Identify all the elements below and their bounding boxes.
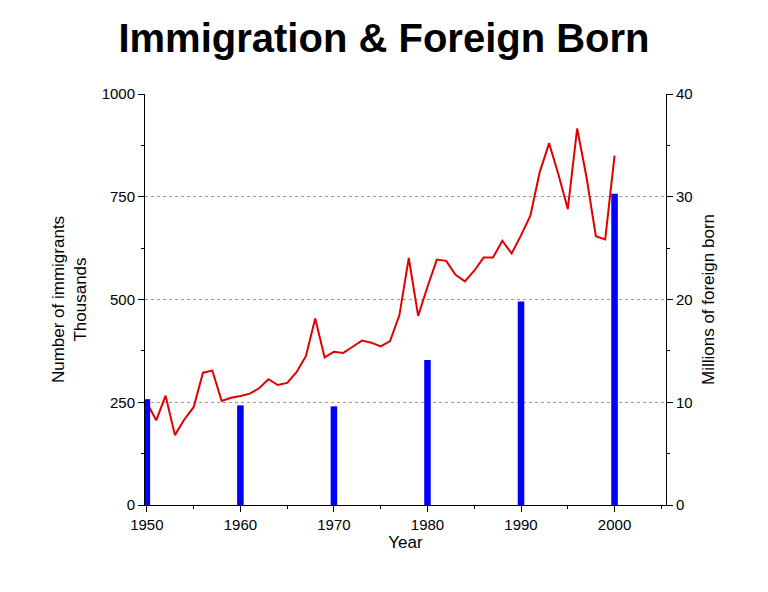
svg-text:20: 20 xyxy=(676,291,693,308)
svg-text:1950: 1950 xyxy=(130,516,163,533)
svg-text:1000: 1000 xyxy=(102,85,135,102)
svg-text:1980: 1980 xyxy=(411,516,444,533)
svg-text:250: 250 xyxy=(110,394,135,411)
svg-text:Immigration & Foreign Born: Immigration & Foreign Born xyxy=(118,16,649,60)
svg-text:500: 500 xyxy=(110,291,135,308)
svg-text:1990: 1990 xyxy=(504,516,537,533)
svg-text:40: 40 xyxy=(676,85,693,102)
svg-text:1960: 1960 xyxy=(224,516,257,533)
svg-text:1970: 1970 xyxy=(317,516,350,533)
svg-text:750: 750 xyxy=(110,188,135,205)
svg-text:0: 0 xyxy=(127,496,135,513)
svg-text:30: 30 xyxy=(676,188,693,205)
svg-text:2000: 2000 xyxy=(598,516,631,533)
svg-text:Number of immigrantsThousands: Number of immigrantsThousands xyxy=(49,216,90,383)
svg-text:Millions of foreign born: Millions of foreign born xyxy=(699,214,718,385)
svg-text:0: 0 xyxy=(676,496,684,513)
svg-text:Year: Year xyxy=(388,533,423,552)
svg-text:10: 10 xyxy=(676,394,693,411)
